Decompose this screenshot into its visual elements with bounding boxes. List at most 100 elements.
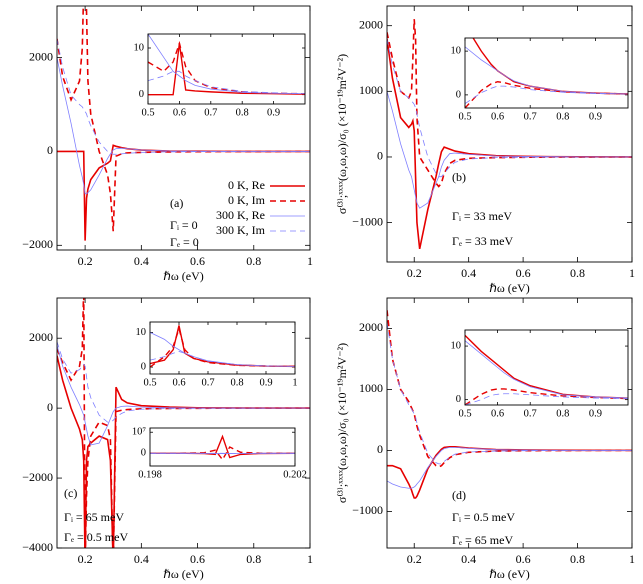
plot-lines xyxy=(465,38,628,108)
annotation: Γᵢ = 33 meV xyxy=(452,209,512,223)
y-tick-label: −1000 xyxy=(352,214,383,228)
y-tick-label: 10⁷ xyxy=(132,427,147,438)
x-tick-label: 0.5 xyxy=(143,377,156,388)
x-tick-label: 0.4 xyxy=(134,552,149,566)
series-line xyxy=(465,388,628,405)
x-tick-label: 0.9 xyxy=(267,107,280,118)
x-tick-label: 0.8 xyxy=(246,254,261,268)
series-line xyxy=(387,446,632,489)
x-axis-label: ℏω (eV) xyxy=(489,281,530,295)
x-tick-label: 0.4 xyxy=(461,266,476,280)
x-tick-label: 0.6 xyxy=(190,552,205,566)
plot-lines xyxy=(57,6,310,241)
series-line xyxy=(148,70,305,95)
y-axis-label: σ⁽³⁾;ˣˣˣˣ(ω,ω,ω)/σ₀ (×10⁻¹⁹m²V⁻²) xyxy=(335,343,349,503)
y-tick-label: 0 xyxy=(141,448,146,459)
y-tick-label: 2000 xyxy=(359,17,383,31)
y-tick-label: −4000 xyxy=(22,540,53,554)
series-line xyxy=(465,340,628,399)
x-tick-label: 0.8 xyxy=(570,266,585,280)
series-line xyxy=(465,393,628,405)
y-tick-label: 2000 xyxy=(29,49,53,63)
plot-area xyxy=(150,428,295,466)
x-tick-label: 0.6 xyxy=(173,107,186,118)
x-tick-label: 0.8 xyxy=(556,111,569,122)
x-tick-label: 0.2 xyxy=(78,254,93,268)
y-tick-label: 0 xyxy=(456,394,461,405)
y-tick-label: 0 xyxy=(47,400,53,414)
legend-label: 0 K, Im xyxy=(228,193,266,207)
panel-label: (d) xyxy=(452,488,466,502)
plot-frame xyxy=(464,37,629,109)
x-tick-label: 0.7 xyxy=(204,107,217,118)
x-tick-label: 0.8 xyxy=(230,377,243,388)
series-line xyxy=(150,351,295,367)
x-tick-label: 0.8 xyxy=(556,408,569,419)
series-line xyxy=(387,38,632,178)
plot-frame xyxy=(149,427,296,467)
x-tick-label: 0.6 xyxy=(491,111,504,122)
plot-lines xyxy=(57,298,310,548)
annotation: Γᵢ = 65 meV xyxy=(64,510,124,524)
y-tick-label: 0 xyxy=(47,143,53,157)
x-tick-label: 0.9 xyxy=(589,408,602,419)
x-tick-label: 0.6 xyxy=(516,552,531,566)
panel-label: (a) xyxy=(170,196,183,210)
y-tick-label: 0 xyxy=(377,442,383,456)
x-tick-label: 1 xyxy=(307,254,313,268)
legend-label: 300 K, Re xyxy=(216,208,265,222)
series-line xyxy=(148,34,305,95)
plot-lines xyxy=(387,310,632,499)
y-tick-label: 0 xyxy=(139,89,144,100)
y-tick-label: −1000 xyxy=(352,503,383,517)
series-line xyxy=(57,57,310,195)
plot-frame xyxy=(147,33,306,105)
panel-label: (b) xyxy=(452,170,466,184)
x-tick-label: 1 xyxy=(629,266,635,280)
annotation: Γₑ = 65 meV xyxy=(452,533,513,547)
series-line xyxy=(57,6,310,232)
series-line xyxy=(387,91,632,209)
plot-frame xyxy=(464,329,629,406)
y-tick-label: 2000 xyxy=(29,330,53,344)
x-axis-label: ℏω (eV) xyxy=(489,567,530,581)
series-line xyxy=(57,38,310,155)
x-tick-label: 0.9 xyxy=(589,111,602,122)
plot-lines xyxy=(387,19,632,250)
y-tick-label: 10 xyxy=(136,327,147,338)
y-tick-label: 1000 xyxy=(359,381,383,395)
y-tick-label: 10 xyxy=(451,46,462,57)
annotation: Γₑ = 0.5 meV xyxy=(64,530,128,544)
x-tick-label: 0.5 xyxy=(141,107,154,118)
plot-frame xyxy=(56,5,311,251)
x-tick-label: 0.7 xyxy=(524,111,537,122)
y-tick-label: −2000 xyxy=(22,237,53,251)
x-tick-label: 0.4 xyxy=(134,254,149,268)
x-tick-label: 0.202 xyxy=(283,469,307,480)
annotation: Γₑ = 33 meV xyxy=(452,234,513,248)
y-tick-label: 10 xyxy=(451,340,462,351)
x-tick-label: 1 xyxy=(629,552,635,566)
x-tick-label: 0.2 xyxy=(407,552,422,566)
series-line xyxy=(465,85,628,104)
plot-lines xyxy=(150,434,295,461)
series-line xyxy=(57,355,310,548)
plot-frame xyxy=(149,321,296,375)
x-axis-label: ℏω (eV) xyxy=(163,269,204,283)
series-line xyxy=(57,341,310,423)
plot-area xyxy=(465,330,628,405)
plot-lines xyxy=(150,325,295,368)
series-line xyxy=(387,310,632,468)
x-tick-label: 1 xyxy=(307,552,313,566)
legend-label: 300 K, Im xyxy=(216,223,266,237)
plot-frame xyxy=(386,5,633,263)
x-tick-label: 0.4 xyxy=(461,552,476,566)
x-tick-label: 0.7 xyxy=(201,377,214,388)
x-axis-label: ℏω (eV) xyxy=(163,567,204,581)
y-tick-label: 0 xyxy=(141,361,146,372)
x-tick-label: 0.6 xyxy=(491,408,504,419)
x-tick-label: 0.8 xyxy=(246,552,261,566)
plot-frame xyxy=(386,297,633,549)
series-line xyxy=(57,345,310,446)
